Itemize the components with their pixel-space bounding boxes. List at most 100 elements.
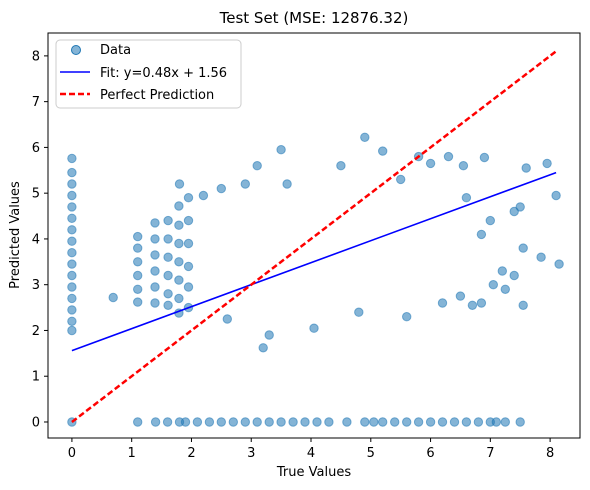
data-point (150, 417, 161, 427)
data-point (369, 417, 379, 427)
data-point (67, 179, 77, 189)
data-point (67, 167, 77, 178)
data-point (476, 298, 487, 308)
data-point (258, 343, 268, 353)
data-point (67, 305, 77, 315)
data-point (216, 183, 227, 194)
data-point (402, 417, 412, 427)
data-point (515, 202, 525, 212)
data-point (67, 236, 77, 246)
y-axis-label: Predicted Values (8, 181, 23, 289)
data-point (163, 270, 173, 281)
data-point (174, 220, 184, 230)
data-point (288, 417, 298, 427)
legend: Data Fit: y=0.48x + 1.56 Perfect Predict… (55, 39, 242, 109)
data-point (252, 161, 262, 171)
data-point (324, 417, 334, 427)
x-tick-label: 3 (247, 446, 255, 461)
data-point (67, 248, 77, 258)
data-point (204, 417, 215, 427)
x-tick-label: 1 (128, 446, 136, 461)
data-point (174, 201, 184, 211)
data-point (443, 151, 454, 162)
data-point (536, 252, 546, 262)
data-point (67, 316, 77, 326)
data-point (133, 270, 143, 281)
data-point (551, 190, 561, 201)
data-point (264, 417, 274, 427)
y-tick-label: 0 (32, 415, 40, 430)
data-point (425, 158, 436, 169)
data-point (150, 218, 160, 228)
data-point (461, 417, 472, 427)
data-point (150, 282, 160, 292)
data-point (312, 417, 322, 427)
data-point (282, 179, 292, 189)
data-point (163, 234, 173, 244)
data-point (354, 307, 364, 317)
data-point (180, 417, 191, 427)
data-point (521, 163, 531, 173)
legend-box (55, 39, 242, 109)
data-point (300, 417, 310, 427)
data-point (163, 289, 173, 299)
data-point (437, 298, 448, 308)
data-point (67, 325, 77, 336)
data-point (174, 238, 184, 249)
chart-title: Test Set (MSE: 12876.32) (219, 9, 409, 27)
data-point (497, 266, 507, 276)
data-point (336, 161, 346, 171)
data-point (413, 417, 424, 427)
x-tick-label: 8 (546, 446, 554, 461)
data-point (396, 174, 406, 185)
data-point (437, 417, 448, 427)
data-point (264, 330, 274, 340)
plot-area (67, 50, 564, 427)
data-point (276, 417, 286, 427)
data-point (342, 417, 352, 427)
data-point (174, 293, 184, 304)
y-tick-label: 8 (32, 49, 40, 64)
data-point (509, 270, 519, 281)
data-point (500, 417, 510, 427)
data-point (518, 243, 528, 253)
data-point (174, 257, 184, 267)
data-point (491, 417, 501, 427)
data-point (163, 252, 173, 262)
data-point (458, 161, 469, 171)
data-point (449, 417, 460, 427)
perfect-prediction-line (71, 50, 557, 423)
y-tick-label: 1 (32, 370, 40, 385)
data-point (67, 259, 77, 269)
data-point (222, 314, 233, 324)
data-point (183, 238, 194, 249)
data-point (162, 417, 173, 427)
data-point (240, 179, 251, 189)
x-tick-label: 2 (187, 446, 195, 461)
data-point (467, 300, 478, 310)
data-point (192, 417, 203, 427)
data-point (515, 417, 525, 427)
y-tick-label: 4 (32, 232, 40, 247)
legend-data-label: Data (100, 43, 131, 58)
data-point (252, 417, 262, 427)
y-axis-ticks: 0 1 2 3 4 5 6 7 8 (32, 49, 48, 430)
x-tick-label: 7 (486, 446, 494, 461)
data-point (228, 417, 239, 427)
data-point (183, 193, 194, 203)
x-tick-label: 4 (307, 446, 315, 461)
data-point (150, 234, 160, 244)
x-axis-label: True Values (276, 465, 351, 480)
data-point (216, 417, 227, 427)
y-tick-label: 5 (32, 187, 40, 202)
data-point (133, 257, 143, 267)
data-point (425, 417, 436, 427)
data-point (163, 300, 173, 310)
data-point (518, 300, 528, 310)
data-point (183, 215, 194, 226)
data-point (554, 259, 564, 269)
data-point (67, 270, 77, 281)
data-point (133, 417, 143, 427)
data-point (455, 291, 466, 301)
data-point (163, 215, 173, 226)
